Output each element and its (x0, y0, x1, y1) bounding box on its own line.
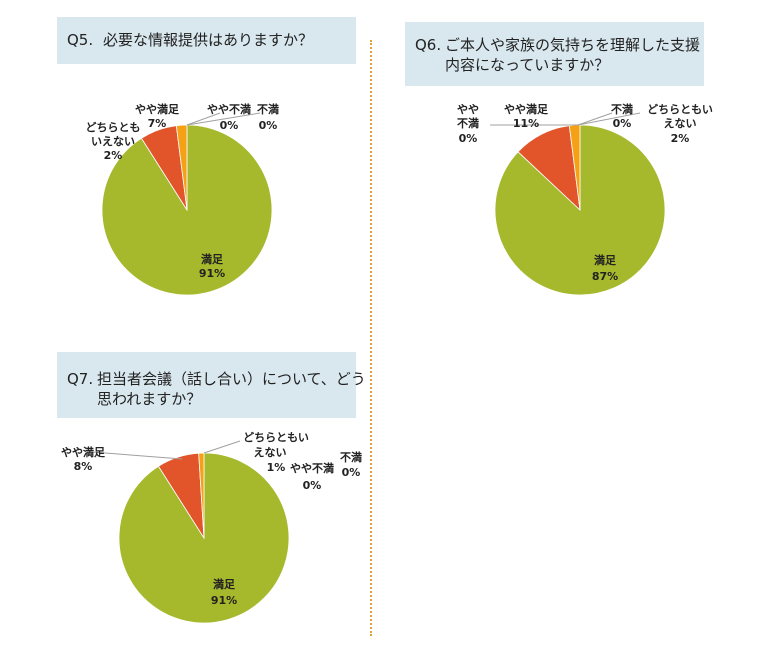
q5-number: Q5. (67, 31, 94, 49)
q7-leader-neither (203, 440, 241, 454)
q7-label-somewhat-dissatisfied-name: やや不満 (290, 461, 334, 475)
q7-leader-somewhat-satisfied (91, 451, 183, 460)
q7-label-neither-pct: 1% (267, 461, 286, 474)
q7-label-dissatisfied-pct: 0% (342, 466, 361, 479)
q6-label-somewhat-dissatisfied-pct: 0% (459, 132, 478, 145)
q6-leader-lines (490, 112, 641, 126)
q5-label-neither-1: どちらとも (86, 121, 141, 134)
column-divider (370, 40, 372, 636)
q5-header: Q5. 必要な情報提供はありますか？ (57, 17, 356, 64)
q7-label-somewhat-dissatisfied-pct: 0% (303, 479, 322, 492)
q7-slice-neither (198, 452, 205, 539)
q5-label-somewhat-dissatisfied-name: やや不満 (207, 102, 251, 116)
q5-slice-neither (175, 124, 188, 211)
q6-label-dissatisfied-pct: 0% (613, 117, 632, 130)
q5-label-dissatisfied-name: 不満 (257, 102, 279, 116)
q5-leader-lines (186, 112, 261, 126)
q5-label-neither-2: いえない (91, 135, 135, 148)
q6-pie (494, 124, 666, 296)
q7-label-dissatisfied-name: 不満 (340, 450, 362, 464)
q6-header: Q6. ご本人や家族の気持ちを理解した支援 内容になっていますか？ (405, 22, 704, 86)
q6-label-satisfied-pct: 87% (592, 270, 618, 283)
q6-leader-dissatisfied (577, 112, 613, 126)
q6-label-neither-2: えない (664, 117, 697, 130)
q5-label-satisfied-name: 満足 (201, 252, 224, 266)
q7-header: Q7. 担当者会議（話し合い）について、どう 思われますか？ (57, 352, 366, 418)
q7-number: Q7. (67, 370, 94, 388)
q7-label-satisfied-name: 満足 (213, 577, 236, 591)
q5-leader-dissatisfied (186, 112, 261, 126)
q7-label-neither-2: えない (254, 446, 287, 459)
q5-label-somewhat-satisfied-name: やや満足 (135, 102, 180, 116)
q5-label-satisfied-pct: 91% (199, 267, 225, 280)
q7-label-somewhat-satisfied-pct: 8% (74, 460, 93, 473)
q7-text-line2: 思われますか？ (97, 390, 202, 408)
q6-label-neither-pct: 2% (671, 132, 690, 145)
q6-number: Q6. (415, 36, 442, 54)
q7-pie (118, 452, 290, 624)
q5-pie (101, 124, 273, 296)
q6-label-somewhat-dissatisfied-2: 不満 (457, 116, 479, 130)
q6-label-somewhat-satisfied-pct: 11% (513, 117, 539, 130)
q6-label-dissatisfied-name: 不満 (611, 102, 633, 116)
q7-label-satisfied-pct: 91% (211, 594, 237, 607)
q7-label-somewhat-satisfied-name: やや満足 (61, 445, 106, 459)
q6-label-somewhat-dissatisfied-1: やや (457, 103, 479, 116)
q5-leader-somewhat-dissatisfied (186, 112, 221, 126)
q6-text-line1: ご本人や家族の気持ちを理解した支援 (445, 36, 701, 54)
q6-text-line2: 内容になっていますか？ (445, 56, 610, 74)
q6-leader-neither (577, 112, 641, 126)
q6-label-somewhat-satisfied-name: やや満足 (504, 102, 549, 116)
q6-label-neither-1: どちらともい (647, 103, 713, 116)
q6-label-satisfied-name: 満足 (594, 253, 617, 267)
q5-label-somewhat-satisfied-pct: 7% (148, 117, 167, 130)
q5-label-somewhat-dissatisfied-pct: 0% (220, 119, 239, 132)
q5-label-dissatisfied-pct: 0% (259, 119, 278, 132)
q5-label-neither-pct: 2% (104, 149, 123, 162)
q5-text: 必要な情報提供はありますか？ (103, 31, 314, 49)
q7-leader-lines (91, 440, 241, 460)
q7-text-line1: 担当者会議（話し合い）について、どう (97, 370, 366, 388)
q7-label-neither-1: どちらともい (243, 431, 309, 444)
